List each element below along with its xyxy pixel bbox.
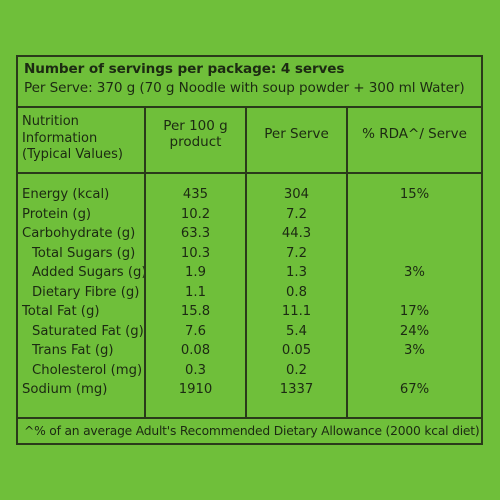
nutrient-value: 44.3 bbox=[281, 226, 312, 241]
nutrient-label: Saturated Fat (g) bbox=[32, 323, 144, 339]
nutrient-value: 67% bbox=[399, 382, 430, 397]
nutrient-value: 3% bbox=[404, 343, 425, 358]
header-per-serve: Per Serve bbox=[245, 108, 346, 172]
header-line: product bbox=[169, 134, 222, 150]
nutrient-value bbox=[348, 224, 481, 244]
nutrient-value: 10.3 bbox=[180, 245, 211, 261]
nutrient-label: Cholesterol (mg) bbox=[32, 362, 143, 378]
nutrient-value: 0.8 bbox=[286, 284, 307, 300]
nutrient-label: Total Fat (g) bbox=[22, 304, 100, 319]
servings-info: Number of servings per package: 4 serves… bbox=[18, 57, 481, 108]
header-per-100g: Per 100 g product bbox=[144, 108, 245, 172]
nutrient-value: 63.3 bbox=[180, 226, 211, 241]
nutrient-value: 7.2 bbox=[286, 245, 307, 261]
header-line: Per 100 g bbox=[163, 117, 228, 134]
nutrient-label: Carbohydrate (g) bbox=[22, 226, 136, 241]
nutrient-value: 5.4 bbox=[286, 323, 307, 339]
nutrition-table: Number of servings per package: 4 serves… bbox=[16, 55, 483, 445]
per-100g-column: 435 10.2 63.3 10.3 1.9 1.1 15.8 7.6 0.08 0.3 1910 bbox=[144, 174, 245, 417]
nutrient-value: 11.1 bbox=[281, 304, 312, 319]
nutrient-value: 3% bbox=[404, 265, 425, 280]
nutrient-value: 304 bbox=[283, 187, 310, 202]
per-serve-size: Per Serve: 370 g (70 g Noodle with soup … bbox=[24, 80, 465, 96]
nutrient-value bbox=[348, 361, 481, 381]
nutrient-label: Added Sugars (g) bbox=[32, 265, 147, 280]
header-line: Nutrition bbox=[22, 114, 79, 129]
per-serve-column: 304 7.2 44.3 7.2 1.3 0.8 11.1 5.4 0.05 0.2 1337 bbox=[245, 174, 346, 417]
nutrient-label: Protein (g) bbox=[22, 206, 92, 222]
nutrient-value: 10.2 bbox=[180, 206, 211, 222]
nutrient-value: 0.08 bbox=[180, 343, 211, 358]
nutrient-value: 15.8 bbox=[180, 304, 211, 319]
nutrient-label: Total Sugars (g) bbox=[32, 245, 136, 261]
nutrient-value: 0.2 bbox=[286, 362, 307, 378]
nutrient-value bbox=[348, 205, 481, 225]
header-line: (Typical Values) bbox=[22, 147, 123, 162]
nutrient-value: 1.1 bbox=[185, 284, 206, 300]
nutrient-value: 1910 bbox=[178, 382, 213, 397]
nutrient-value: 1.3 bbox=[286, 265, 307, 280]
header-rda: % RDA^/ Serve bbox=[346, 108, 481, 172]
rda-footnote: ^% of an average Adult's Recommended Die… bbox=[18, 417, 481, 443]
nutrient-label: Dietary Fibre (g) bbox=[32, 284, 140, 300]
nutrient-value: 1.9 bbox=[185, 265, 206, 280]
nutrient-value: 7.2 bbox=[286, 206, 307, 222]
nutrient-value: 435 bbox=[182, 187, 209, 202]
nutrient-value: 17% bbox=[399, 304, 430, 319]
nutrient-value: 1337 bbox=[279, 382, 314, 397]
header-nutrition-info: Nutrition Information (Typical Values) bbox=[18, 108, 144, 172]
rda-column: 15% 3% 17% 24% 3% 67% bbox=[346, 174, 481, 417]
nutrient-value bbox=[348, 244, 481, 264]
nutrient-value: 15% bbox=[399, 187, 430, 202]
nutrient-label: Trans Fat (g) bbox=[32, 343, 114, 358]
header-line: Per Serve bbox=[264, 125, 329, 142]
nutrient-value: 7.6 bbox=[185, 323, 206, 339]
servings-per-package: Number of servings per package: 4 serves bbox=[24, 61, 345, 77]
table-header: Nutrition Information (Typical Values) P… bbox=[18, 108, 481, 174]
header-line: Information bbox=[22, 130, 98, 146]
header-line: % RDA^/ Serve bbox=[362, 125, 467, 142]
nutrient-value bbox=[348, 283, 481, 303]
nutrient-value: 0.3 bbox=[185, 362, 206, 378]
nutrient-label: Sodium (mg) bbox=[22, 382, 108, 397]
nutrient-value: 0.05 bbox=[281, 343, 312, 358]
table-body: Energy (kcal) Protein (g) Carbohydrate (g)… bbox=[18, 174, 481, 417]
label-column: Energy (kcal) Protein (g) Carbohydrate (g)… bbox=[18, 174, 147, 417]
nutrient-value: 24% bbox=[399, 323, 430, 339]
nutrient-label: Energy (kcal) bbox=[22, 187, 110, 202]
